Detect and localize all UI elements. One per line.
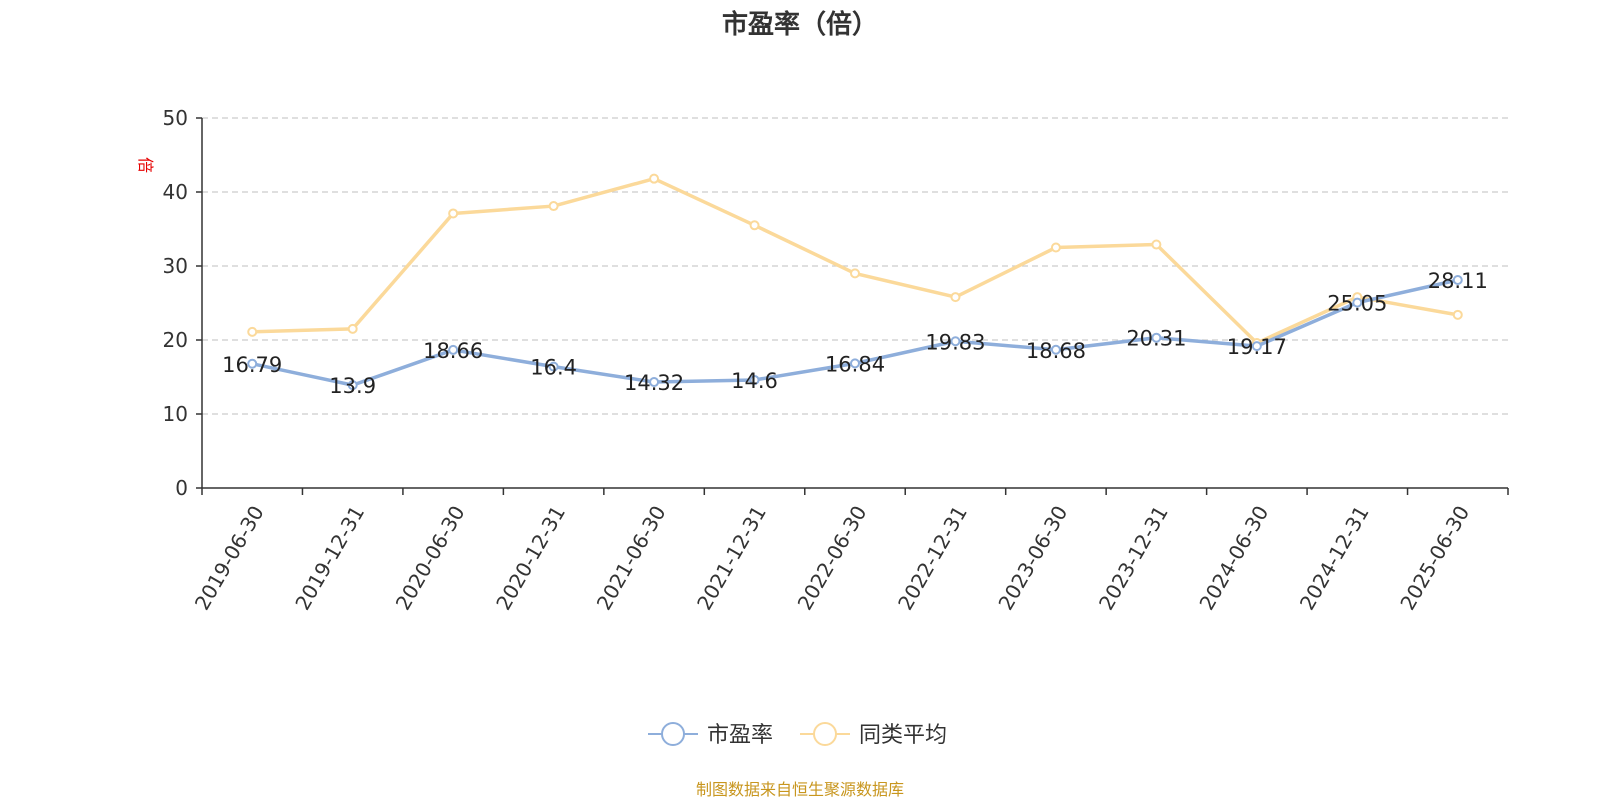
x-tick-label: 2020-12-31 [491, 502, 570, 615]
data-label: 16.79 [222, 353, 282, 377]
data-point[interactable] [1251, 341, 1262, 352]
data-point[interactable] [950, 292, 961, 303]
data-point[interactable] [548, 361, 559, 372]
y-tick-label: 50 [163, 106, 188, 130]
y-tick-labels: 0 10 20 30 40 50 [163, 106, 188, 500]
data-label: 14.6 [731, 369, 778, 393]
legend-label: 市盈率 [707, 723, 773, 748]
data-point[interactable] [1452, 274, 1463, 285]
x-tick-label: 2024-12-31 [1295, 502, 1374, 615]
x-tick-label: 2021-06-30 [592, 502, 671, 615]
data-point[interactable] [247, 326, 258, 337]
data-point[interactable] [347, 323, 358, 334]
legend-marker [813, 722, 837, 746]
data-label: 16.84 [825, 352, 885, 376]
data-point[interactable] [1151, 332, 1162, 343]
data-point[interactable] [1050, 242, 1061, 253]
data-point[interactable] [448, 208, 459, 219]
data-label: 13.9 [329, 374, 376, 398]
data-source-note: 制图数据来自恒生聚源数据库 [695, 780, 904, 799]
x-tick-label: 2022-12-31 [893, 502, 972, 615]
legend-marker [661, 722, 685, 746]
x-tick-label: 2019-12-31 [290, 502, 369, 615]
data-point[interactable] [1352, 297, 1363, 308]
grid-lines [202, 117, 1508, 415]
data-label: 18.66 [423, 339, 483, 363]
x-tick-label: 2025-06-30 [1395, 502, 1474, 615]
x-tick-label: 2023-06-30 [993, 502, 1072, 615]
data-label: 25.05 [1327, 292, 1387, 316]
data-point[interactable] [548, 201, 559, 212]
data-point[interactable] [649, 173, 660, 184]
data-point[interactable] [1452, 309, 1463, 320]
y-tick-label: 40 [163, 180, 188, 204]
x-tick-labels: 2019-06-30 2019-12-31 2020-06-30 2020-12-31… [190, 501, 1474, 614]
data-point[interactable] [850, 358, 860, 369]
axes [196, 117, 1509, 495]
data-label: 14.32 [624, 371, 684, 395]
series-group [247, 173, 1463, 391]
data-label: 28.11 [1428, 269, 1488, 293]
data-point[interactable] [1151, 239, 1162, 250]
data-point[interactable] [247, 358, 258, 369]
data-point[interactable] [649, 377, 660, 388]
data-point[interactable] [1050, 344, 1061, 355]
series-line-同类平均 [252, 176, 1459, 345]
data-point[interactable] [749, 374, 760, 385]
data-point[interactable] [749, 220, 760, 231]
data-point[interactable] [448, 344, 459, 355]
data-label: 19.17 [1227, 335, 1287, 359]
data-point[interactable] [850, 268, 860, 279]
y-tick-label: 0 [175, 476, 188, 500]
x-tick-label: 2019-06-30 [190, 502, 269, 615]
x-tick-label: 2022-06-30 [793, 502, 872, 615]
y-axis-unit-label: 倍 [136, 157, 155, 173]
y-tick-label: 30 [163, 254, 188, 278]
legend-label: 同类平均 [859, 723, 947, 748]
data-label: 16.4 [530, 356, 577, 380]
data-label: 18.68 [1026, 339, 1086, 363]
data-label: 19.83 [925, 330, 985, 354]
x-tick-label: 2023-12-31 [1094, 502, 1173, 615]
y-tick-label: 10 [163, 402, 188, 426]
x-tick-label: 2024-06-30 [1194, 502, 1273, 615]
data-point[interactable] [950, 336, 961, 347]
data-label: 20.31 [1126, 327, 1186, 351]
x-tick-label: 2021-12-31 [692, 502, 771, 615]
y-tick-label: 20 [163, 328, 188, 352]
data-point[interactable] [347, 380, 358, 391]
data-labels: 16.79 13.9 18.66 16.4 14.32 14.6 16.84 19.83 18.… [222, 269, 1488, 398]
legend[interactable]: 市盈率 同类平均 [648, 722, 947, 748]
chart-title: 市盈率（倍） [721, 10, 878, 40]
legend-item-市盈率[interactable]: 市盈率 [648, 722, 773, 748]
legend-item-同类平均[interactable]: 同类平均 [800, 722, 947, 748]
x-tick-label: 2020-06-30 [391, 501, 470, 614]
